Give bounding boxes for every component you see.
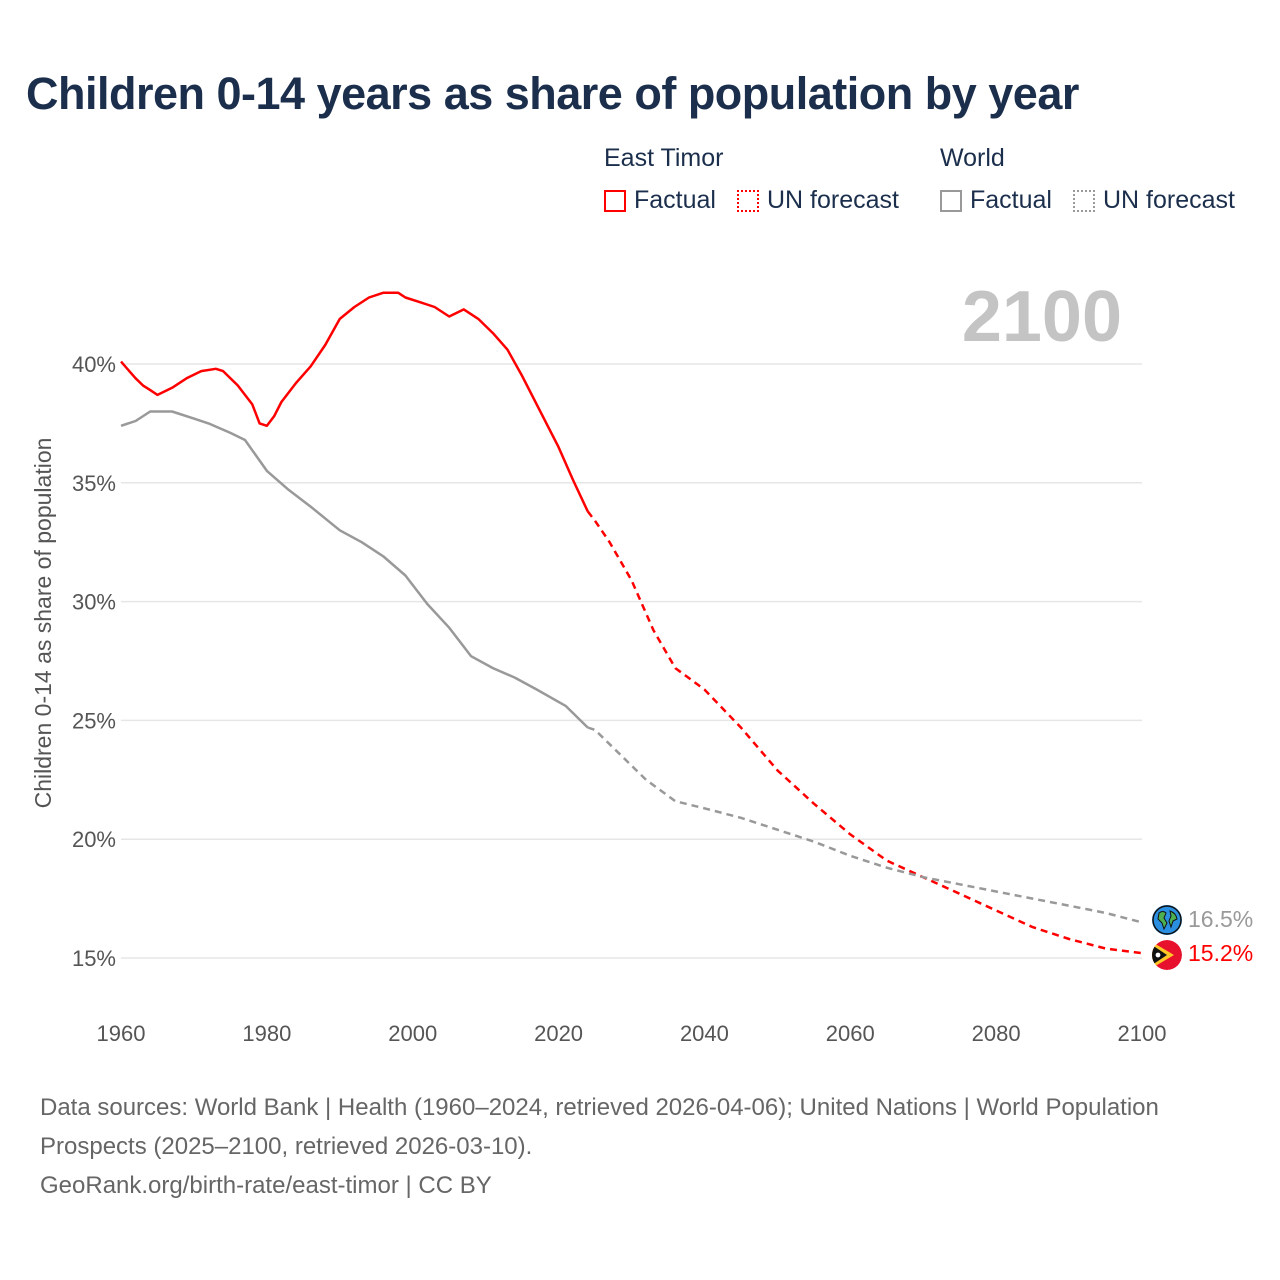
y-tick-label: 25% bbox=[72, 708, 116, 733]
footer: Data sources: World Bank | Health (1960–… bbox=[40, 1088, 1200, 1205]
x-tick-label: 2080 bbox=[972, 1021, 1021, 1046]
y-tick-label: 30% bbox=[72, 590, 116, 615]
legend-swatch-solid bbox=[940, 189, 962, 212]
legend-label: UN forecast bbox=[767, 186, 899, 214]
legend-world-factual[interactable]: Factual bbox=[940, 186, 1052, 215]
source-link[interactable]: GeoRank.org/birth-rate/east-timor | CC B… bbox=[40, 1172, 492, 1199]
y-tick-label: 20% bbox=[72, 827, 116, 852]
x-tick-label: 1960 bbox=[97, 1021, 146, 1046]
y-tick-label: 35% bbox=[72, 471, 116, 496]
east-timor-factual-line bbox=[120, 291, 589, 512]
x-tick-label: 2040 bbox=[680, 1021, 729, 1046]
data-sources: Data sources: World Bank | Health (1960–… bbox=[40, 1094, 1159, 1160]
legend-swatch-dotted bbox=[1073, 189, 1095, 212]
legend-label: UN forecast bbox=[1103, 186, 1235, 214]
current-year-label: 2100 bbox=[961, 277, 1122, 357]
y-axis-label: Children 0-14 as share of population bbox=[30, 438, 56, 809]
legend-label: Factual bbox=[970, 186, 1052, 214]
world-factual-line bbox=[120, 410, 589, 729]
x-tick-label: 2060 bbox=[826, 1021, 875, 1046]
legend-world-forecast[interactable]: UN forecast bbox=[1073, 186, 1235, 215]
globe-icon bbox=[1152, 905, 1182, 935]
y-tick-label: 40% bbox=[72, 352, 116, 377]
legend-east-timor-factual[interactable]: Factual bbox=[604, 186, 716, 215]
x-tick-label: 2020 bbox=[534, 1021, 583, 1046]
y-tick-label: 15% bbox=[72, 946, 116, 971]
world-end-label: 16.5% bbox=[1188, 906, 1254, 932]
east-timor-end-label: 15.2% bbox=[1188, 940, 1254, 966]
east-timor-flag-icon bbox=[1152, 940, 1182, 970]
east-timor-forecast-line bbox=[586, 510, 1143, 955]
legend-east-timor-forecast[interactable]: UN forecast bbox=[737, 186, 899, 215]
x-tick-label: 2000 bbox=[388, 1021, 437, 1046]
x-tick-label: 1980 bbox=[242, 1021, 291, 1046]
legend-swatch-dotted bbox=[737, 189, 759, 212]
legend-group-east-timor: East Timor bbox=[604, 144, 724, 172]
legend-group-world: World bbox=[940, 144, 1005, 172]
x-tick-label: 2100 bbox=[1118, 1021, 1167, 1046]
page-title: Children 0-14 years as share of populati… bbox=[26, 68, 1079, 119]
world-forecast-line bbox=[587, 726, 1143, 924]
legend-label: Factual bbox=[634, 186, 716, 214]
legend-swatch-solid bbox=[604, 189, 626, 212]
